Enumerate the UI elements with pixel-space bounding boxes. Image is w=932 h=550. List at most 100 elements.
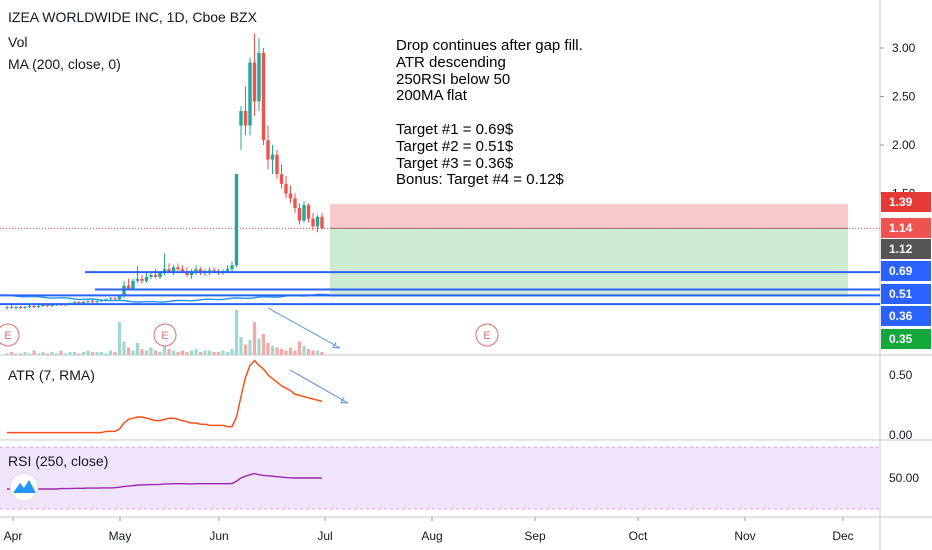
volume-bar	[239, 337, 243, 355]
candle-body	[90, 301, 95, 303]
atr-trend-arrow-head	[340, 396, 349, 404]
volume-bar	[189, 350, 194, 355]
volume-bar	[140, 349, 144, 355]
volume-bar	[176, 352, 180, 355]
time-tick-label: Apr	[4, 529, 23, 543]
candle	[135, 266, 140, 283]
note-line: ATR descending	[396, 53, 506, 71]
candle-body	[32, 306, 36, 308]
price-badge: 1.39	[881, 192, 931, 212]
candle-body	[243, 111, 248, 126]
volume-bar	[50, 352, 54, 355]
volume-bar	[86, 350, 90, 355]
candle-body	[306, 205, 311, 219]
volume-bar	[45, 353, 50, 355]
candle-body	[81, 302, 86, 304]
volume-bar	[81, 352, 86, 355]
candles	[5, 33, 324, 310]
candle-body	[41, 305, 45, 307]
candle-body	[131, 280, 135, 289]
volume-bar	[266, 343, 270, 355]
price-tick-label: 2.50	[892, 90, 916, 104]
note-line: Target #2 = 0.51$	[396, 137, 514, 155]
price-badge: 0.51	[881, 284, 931, 304]
rsi-legend[interactable]: RSI (250, close)	[8, 453, 109, 469]
candle-body	[311, 218, 315, 227]
note-line: Drop continues after gap fill.	[396, 37, 583, 54]
candle	[36, 305, 41, 308]
candle	[230, 261, 234, 272]
volume-bar	[158, 352, 162, 355]
candle-body	[284, 183, 288, 194]
volume-bar	[68, 352, 72, 355]
candle-body	[126, 285, 131, 289]
price-badge: 0.69	[881, 261, 931, 281]
note-line: 200MA flat	[396, 87, 467, 105]
volume-bar	[122, 341, 126, 355]
volume-bar	[284, 350, 288, 355]
volume-trend-arrow-head	[332, 342, 341, 349]
volume-bar	[99, 352, 104, 355]
candle-body	[257, 52, 261, 102]
volume-bar	[54, 353, 59, 355]
atr-legend[interactable]: ATR (7, RMA)	[8, 367, 95, 383]
stop-loss-zone	[330, 204, 848, 229]
volume-bar	[216, 352, 221, 355]
rsi-line	[7, 472, 322, 490]
candle	[270, 145, 275, 175]
volume-bar	[171, 350, 176, 355]
volume-trend-arrow	[267, 307, 341, 349]
note-line: 250RSI below 50	[396, 70, 511, 88]
volume-bar	[297, 341, 302, 355]
profit-target-zone	[330, 228, 848, 298]
rsi-tick-label: 50.00	[889, 471, 919, 485]
price-badge-label: 0.69	[889, 264, 913, 278]
price-badge-label: 0.36	[889, 309, 913, 323]
volume-bar	[131, 350, 135, 355]
time-tick-label: Oct	[629, 529, 648, 543]
candle-body	[261, 52, 266, 141]
volume-bar	[257, 338, 261, 355]
volume-bar	[212, 352, 216, 355]
candle-body	[108, 298, 113, 300]
time-tick-label: Dec	[832, 529, 853, 543]
price-badge-bg	[881, 306, 931, 326]
candle	[23, 306, 27, 309]
candle	[113, 297, 117, 301]
volume-bar	[320, 352, 324, 355]
tradingview-logo-icon	[9, 472, 39, 502]
earnings-circle	[153, 323, 177, 347]
volume-legend[interactable]: Vol	[8, 34, 28, 50]
candle-body	[225, 269, 230, 272]
volume-bar	[167, 349, 171, 355]
volume-bar	[153, 350, 158, 355]
earnings-label: E	[4, 330, 11, 342]
candle-body	[315, 216, 320, 227]
price-tick-label: 2.00	[892, 138, 916, 152]
price-badge-bg	[881, 218, 931, 238]
volume-bar	[9, 352, 14, 355]
atr-line	[7, 359, 323, 434]
volume-bar	[126, 347, 131, 355]
price-badge: 1.12	[881, 239, 931, 259]
ma-legend[interactable]: MA (200, close, 0)	[8, 56, 121, 72]
candle	[27, 305, 32, 308]
price-badge-label: 1.39	[889, 195, 913, 209]
volume-bar	[149, 347, 153, 355]
volume-bar	[63, 353, 68, 355]
candle	[189, 269, 194, 279]
candle-body	[140, 278, 144, 281]
candle	[279, 164, 284, 189]
candle-body	[212, 270, 216, 272]
candle-body	[234, 174, 239, 266]
candle-body	[239, 111, 243, 126]
candle	[266, 125, 270, 170]
atr-trend-arrow	[289, 369, 349, 404]
volume-bars	[5, 310, 324, 355]
volume-bar	[36, 353, 41, 355]
candle-body	[279, 174, 284, 184]
candle	[18, 306, 23, 309]
logo-mountain	[13, 480, 36, 493]
volume-bar	[90, 352, 95, 355]
